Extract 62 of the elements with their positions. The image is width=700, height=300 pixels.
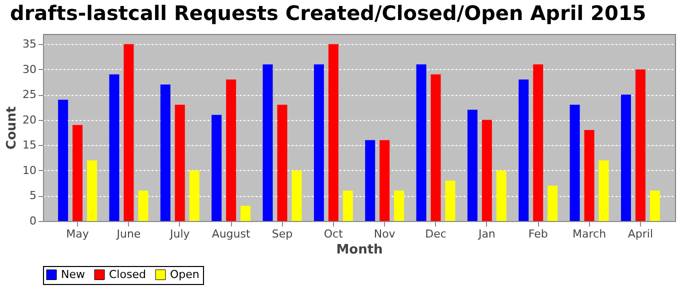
x-axis-title: Month <box>336 242 383 258</box>
bar <box>445 180 456 221</box>
bar <box>328 44 338 221</box>
x-tick-label: April <box>628 228 654 240</box>
y-tick-label: 20 <box>22 113 36 126</box>
legend-label: New <box>61 268 85 281</box>
bar <box>72 124 83 221</box>
bar <box>174 104 185 221</box>
bar <box>570 104 580 221</box>
chart-title: drafts-lastcall Requests Created/Closed/Open April 2015 <box>10 1 646 25</box>
bar <box>584 130 594 221</box>
x-tick-label: March <box>572 228 606 240</box>
y-axis-title: Count <box>4 106 20 150</box>
bar <box>380 140 390 221</box>
y-tick-label: 10 <box>22 164 36 177</box>
bar <box>430 74 441 221</box>
bar <box>124 44 134 221</box>
y-tick-label: 35 <box>22 38 36 51</box>
bar <box>482 120 492 221</box>
bar <box>548 186 558 221</box>
bar <box>109 74 120 221</box>
x-tick-label: Feb <box>528 228 548 240</box>
bar <box>189 170 200 221</box>
bar <box>598 160 609 221</box>
legend-label: Closed <box>109 268 146 281</box>
x-tick-label: May <box>66 228 90 240</box>
bar <box>138 190 148 221</box>
bar <box>394 190 404 221</box>
bar <box>262 64 273 221</box>
y-tick-label: 0 <box>30 214 36 228</box>
y-tick-label: 30 <box>22 62 36 76</box>
legend-label: Open <box>170 268 200 281</box>
bar <box>496 170 506 221</box>
y-tick-label: 15 <box>22 138 36 152</box>
bar <box>87 160 98 221</box>
x-tick-label: Dec <box>425 228 446 240</box>
bar <box>365 140 376 221</box>
bar <box>292 170 302 221</box>
bar <box>226 79 236 221</box>
y-tick-label: 25 <box>22 88 36 102</box>
bar <box>277 104 288 221</box>
bar <box>240 206 251 221</box>
x-tick-label: Nov <box>374 228 396 240</box>
bar <box>342 190 353 221</box>
bar <box>620 94 631 221</box>
bar <box>212 114 222 221</box>
bar <box>314 64 324 221</box>
x-tick-label: Jan <box>477 228 496 240</box>
bar <box>650 190 660 221</box>
x-tick-label: Sep <box>272 228 293 240</box>
x-tick-label: July <box>168 228 190 240</box>
x-tick-label: August <box>212 228 251 240</box>
bar <box>160 84 170 221</box>
x-tick-label: June <box>116 228 141 240</box>
y-tick-label: 5 <box>30 189 36 202</box>
x-tick-label: Oct <box>324 228 344 240</box>
bar <box>58 100 68 221</box>
bar <box>416 64 426 221</box>
bar <box>467 110 478 221</box>
bar <box>635 69 646 221</box>
bar <box>518 79 529 221</box>
bar <box>533 64 544 221</box>
